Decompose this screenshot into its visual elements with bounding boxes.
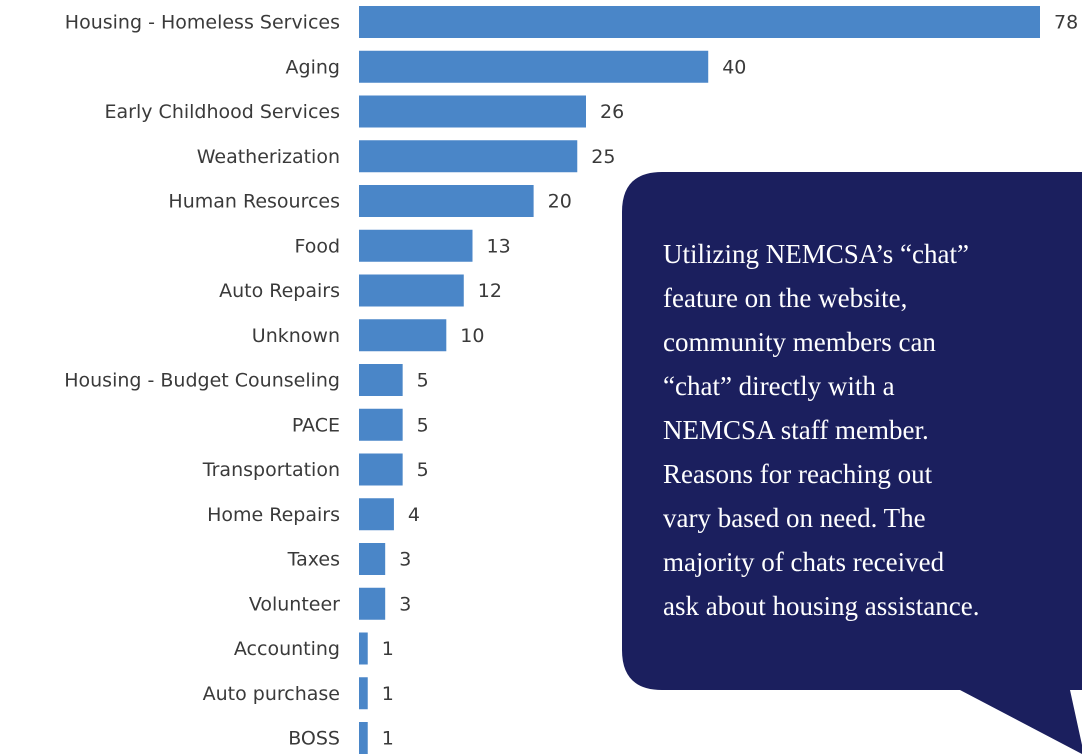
callout-line: majority of chats received	[663, 547, 945, 577]
bar	[359, 364, 403, 396]
bar	[359, 543, 386, 575]
value-label: 25	[591, 146, 615, 168]
value-label: 78	[1054, 12, 1078, 34]
callout-line: community members can	[663, 327, 936, 357]
bar	[359, 498, 394, 531]
category-label: PACE	[292, 414, 340, 436]
bar	[359, 587, 386, 620]
callout-line: vary based on need. The	[663, 503, 926, 533]
category-label: Weatherization	[197, 146, 340, 168]
callout-box	[622, 172, 1082, 754]
category-label: Auto Repairs	[219, 280, 340, 302]
value-label: 1	[382, 638, 394, 660]
value-label: 5	[417, 414, 429, 436]
value-label: 4	[408, 504, 420, 526]
category-label: BOSS	[288, 728, 340, 750]
category-label: Volunteer	[249, 593, 340, 615]
value-label: 26	[600, 101, 624, 123]
value-label: 1	[382, 683, 394, 705]
category-label: Early Childhood Services	[105, 101, 340, 123]
bar	[359, 632, 368, 665]
value-label: 20	[548, 191, 572, 213]
bar	[359, 319, 447, 352]
bar	[359, 274, 464, 307]
category-label: Human Resources	[168, 191, 340, 213]
bar-group: Housing - Homeless Services 78 Aging 40 Earl…	[64, 6, 1078, 754]
category-label: Transportation	[202, 459, 340, 481]
callout-line: ask about housing assistance.	[663, 591, 979, 621]
bar	[359, 722, 368, 754]
callout-line: feature on the website,	[663, 283, 907, 313]
category-label: Food	[294, 235, 340, 257]
category-label: Unknown	[252, 325, 340, 347]
value-label: 40	[722, 56, 746, 78]
callout-line: Reasons for reaching out	[663, 459, 933, 489]
value-label: 3	[399, 549, 411, 571]
bar	[359, 677, 368, 710]
category-label: Aging	[286, 56, 340, 78]
bar	[359, 6, 1040, 38]
value-label: 3	[399, 593, 411, 615]
callout-text: Utilizing NEMCSA’s “chat” feature on the …	[663, 239, 979, 621]
callout-line: NEMCSA staff member.	[663, 415, 929, 445]
bar	[359, 50, 709, 83]
category-label: Housing - Homeless Services	[65, 12, 340, 34]
bar	[359, 408, 403, 441]
callout-line: “chat” directly with a	[663, 371, 895, 401]
category-label: Accounting	[234, 638, 340, 660]
value-label: 10	[460, 325, 484, 347]
category-label: Auto purchase	[203, 683, 340, 705]
value-label: 1	[382, 728, 394, 750]
callout-line: Utilizing NEMCSA’s “chat”	[663, 239, 969, 269]
bar	[359, 95, 586, 128]
category-label: Housing - Budget Counseling	[64, 370, 340, 392]
category-label: Home Repairs	[207, 504, 340, 526]
value-label: 13	[487, 235, 511, 257]
bar	[359, 453, 403, 486]
bar	[359, 185, 534, 217]
bar	[359, 140, 578, 173]
category-label: Taxes	[287, 549, 340, 571]
value-label: 5	[417, 459, 429, 481]
bar	[359, 229, 473, 262]
value-label: 5	[417, 370, 429, 392]
value-label: 12	[478, 280, 502, 302]
